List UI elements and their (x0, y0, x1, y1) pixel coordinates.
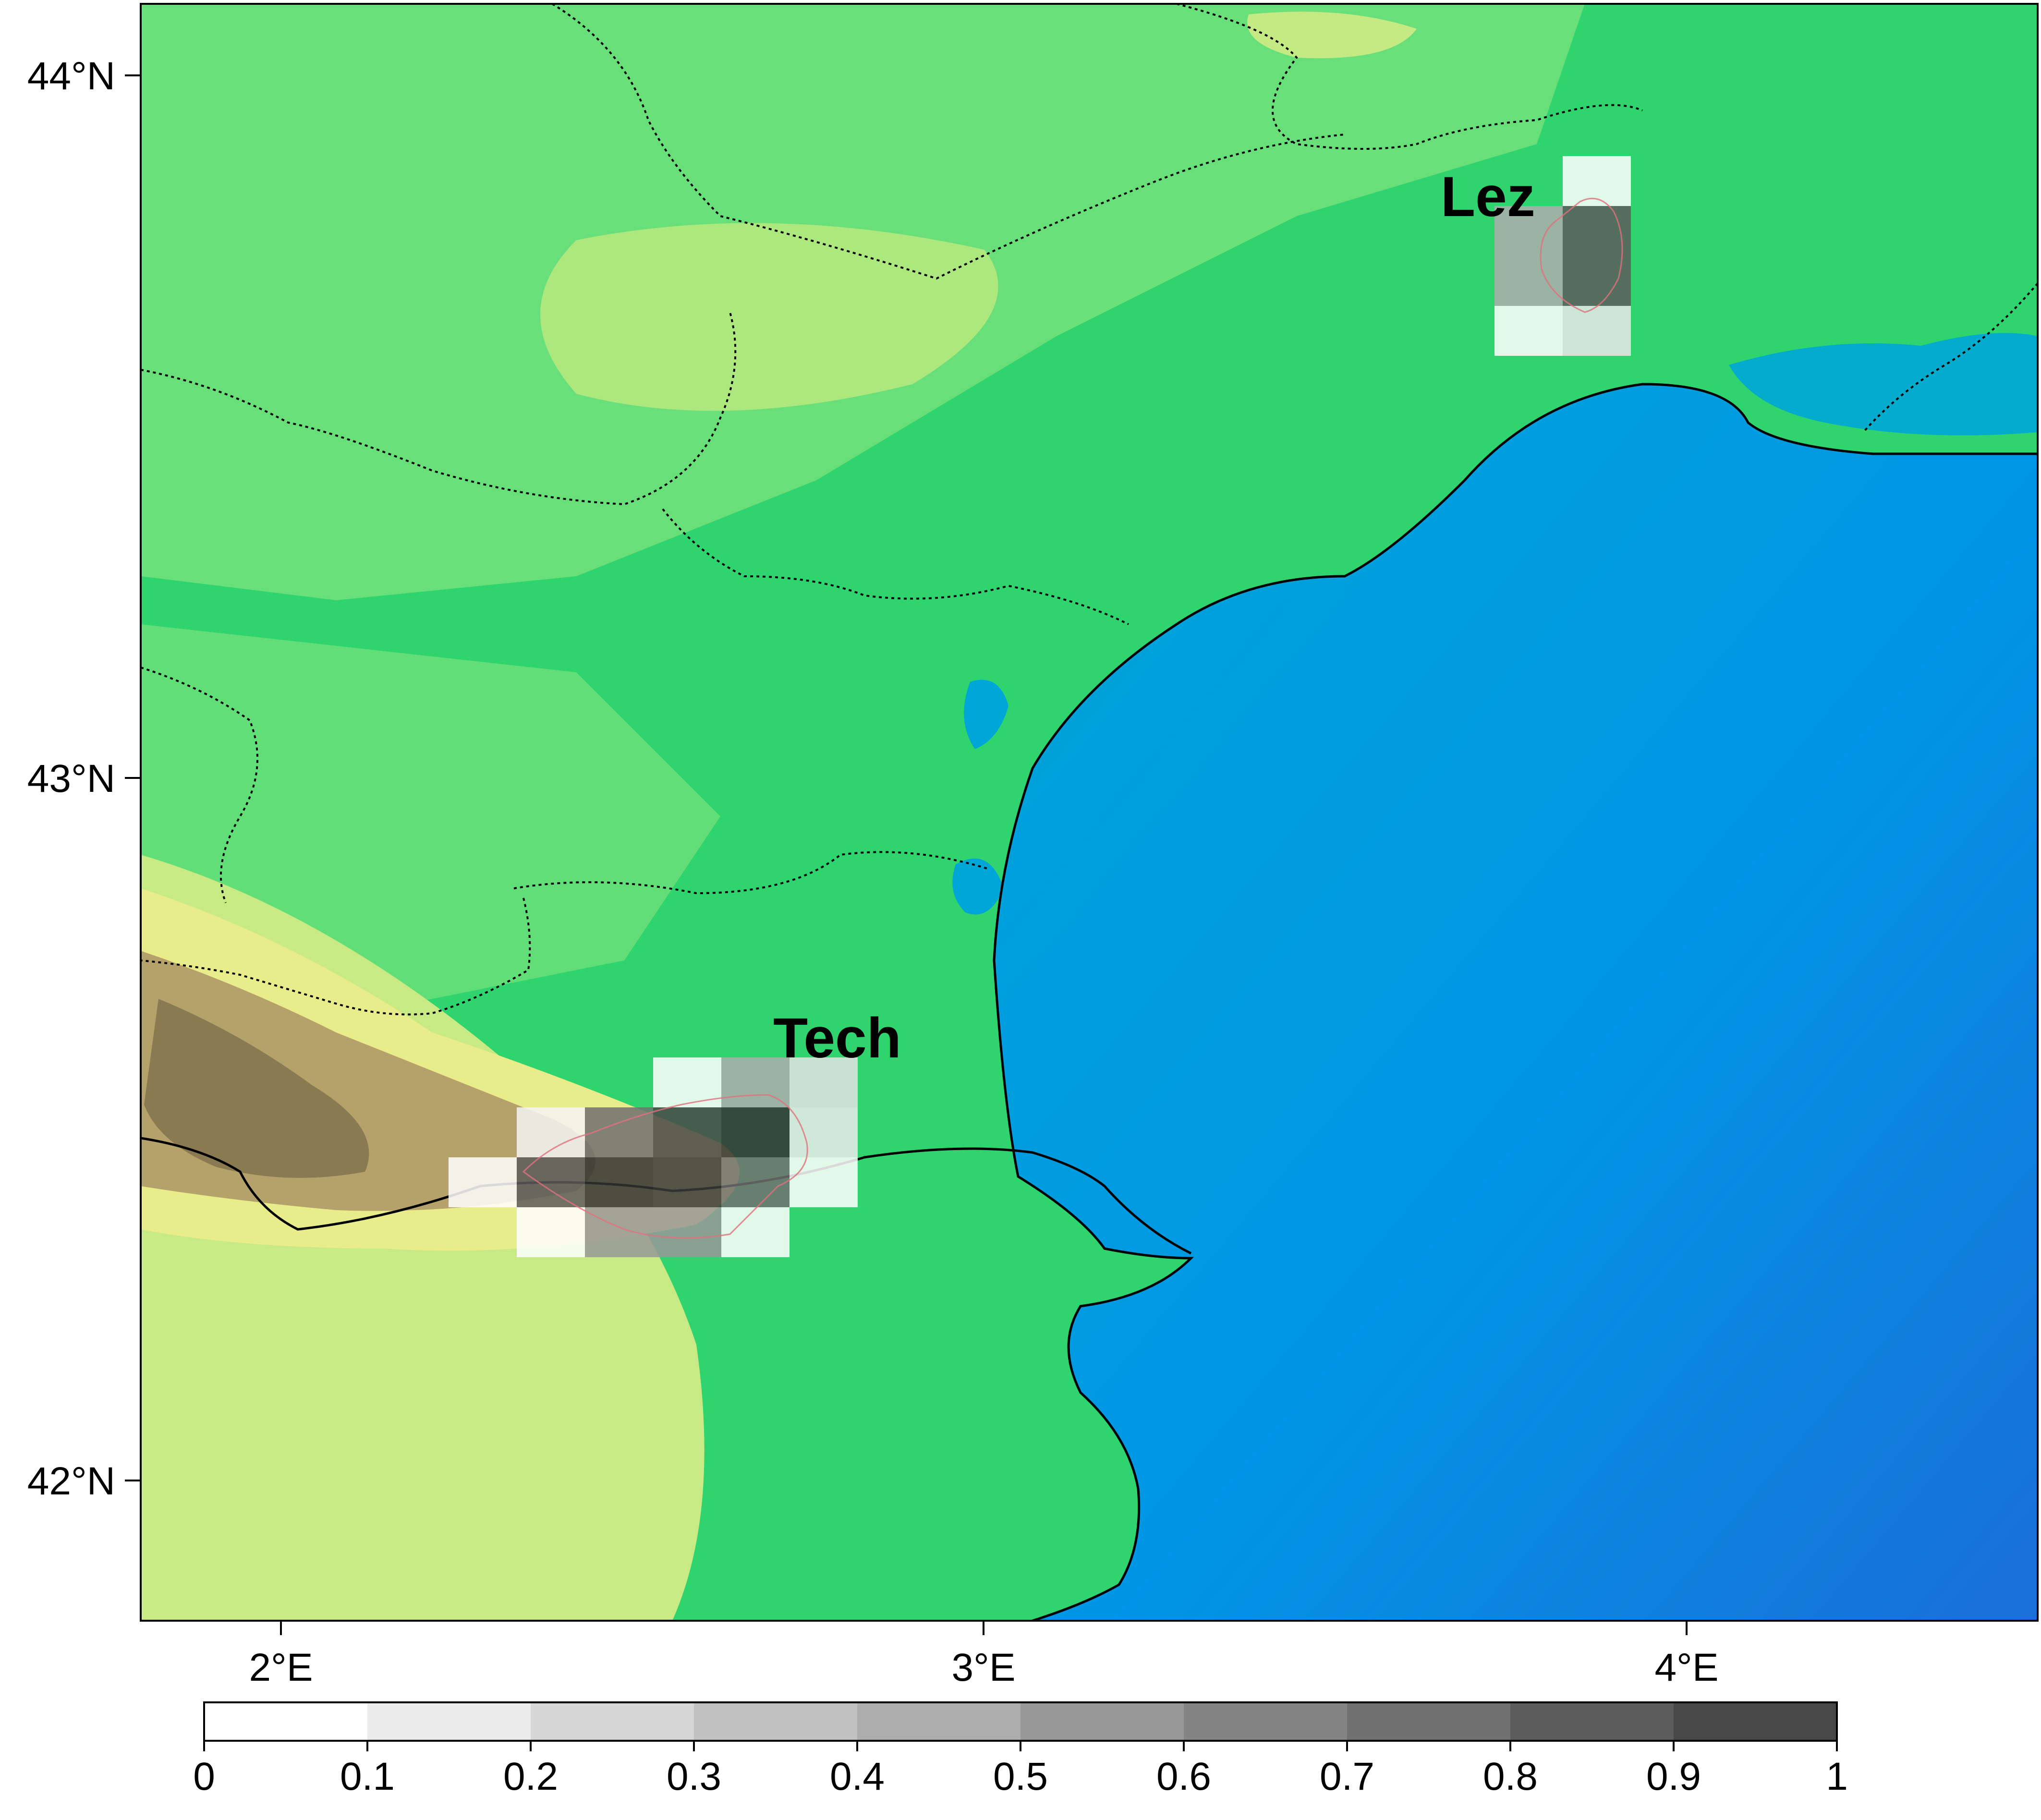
terrain-hills-west (141, 624, 720, 1008)
lagoon-north (964, 679, 1008, 749)
colorbar-swatch (367, 1702, 531, 1741)
lat-axis: 44°N 43°N 42°N (27, 54, 141, 1503)
lagoons-camargue (1729, 333, 2038, 436)
colorbar-tick-label: 0.3 (667, 1755, 721, 1798)
basin-outline-tech (522, 1094, 808, 1239)
terrain-peaks-pyrenees (144, 999, 369, 1178)
lat-label-43: 43°N (27, 757, 115, 801)
basin-outline-lez (1540, 197, 1623, 313)
colorbar-tick-label: 0.2 (503, 1755, 558, 1798)
colorbar: 0 0.1 0.2 0.3 0.4 0.5 0.6 0.7 0.8 0.9 1 (193, 1701, 1848, 1798)
coastline (993, 383, 2038, 1621)
colorbar-swatch (1184, 1702, 1348, 1741)
colorbar-swatch (1020, 1702, 1184, 1741)
lon-label-4: 4°E (1654, 1646, 1718, 1689)
colorbar-tick-label: 0.6 (1156, 1755, 1211, 1798)
basin-label-tech: Tech (773, 1007, 901, 1070)
colorbar-swatch (857, 1702, 1021, 1741)
map-panel: Tech Lez (141, 4, 2038, 1621)
colorbar-swatch (204, 1702, 368, 1741)
colorbar-tick-label: 0.7 (1320, 1755, 1374, 1798)
lat-label-42: 42°N (27, 1459, 115, 1503)
colorbar-swatch (1347, 1702, 1511, 1741)
colorbar-tick-label: 0 (193, 1755, 215, 1798)
sea (994, 384, 2038, 1621)
lon-label-2: 2°E (249, 1646, 313, 1689)
colorbar-swatch (1510, 1702, 1674, 1741)
colorbar-swatch (694, 1702, 858, 1741)
lagoon-south (952, 858, 1004, 915)
colorbar-tick-label: 0.1 (340, 1755, 395, 1798)
terrain-uplands-northeast (1247, 12, 1417, 59)
map-frame (140, 3, 2039, 1622)
prob-grid-tech (449, 1057, 858, 1257)
colorbar-tick-label: 0.5 (993, 1755, 1048, 1798)
colorbar-tick-label: 1 (1826, 1755, 1848, 1798)
lon-label-3: 3°E (951, 1646, 1015, 1689)
basin-label-lez: Lez (1441, 165, 1535, 229)
colorbar-tick-label: 0.8 (1483, 1755, 1538, 1798)
lat-label-44: 44°N (27, 54, 115, 98)
terrain-uplands-north (540, 223, 998, 411)
admin-borders (141, 4, 2038, 1016)
colorbar-tick-label: 0.4 (830, 1755, 885, 1798)
colorbar-swatch (531, 1702, 694, 1741)
lon-axis: 2°E 3°E 4°E (249, 1621, 1719, 1689)
colorbar-tick-label: 0.9 (1646, 1755, 1701, 1798)
colorbar-swatch (1674, 1702, 1837, 1741)
prob-grid-lez (1494, 156, 1631, 356)
